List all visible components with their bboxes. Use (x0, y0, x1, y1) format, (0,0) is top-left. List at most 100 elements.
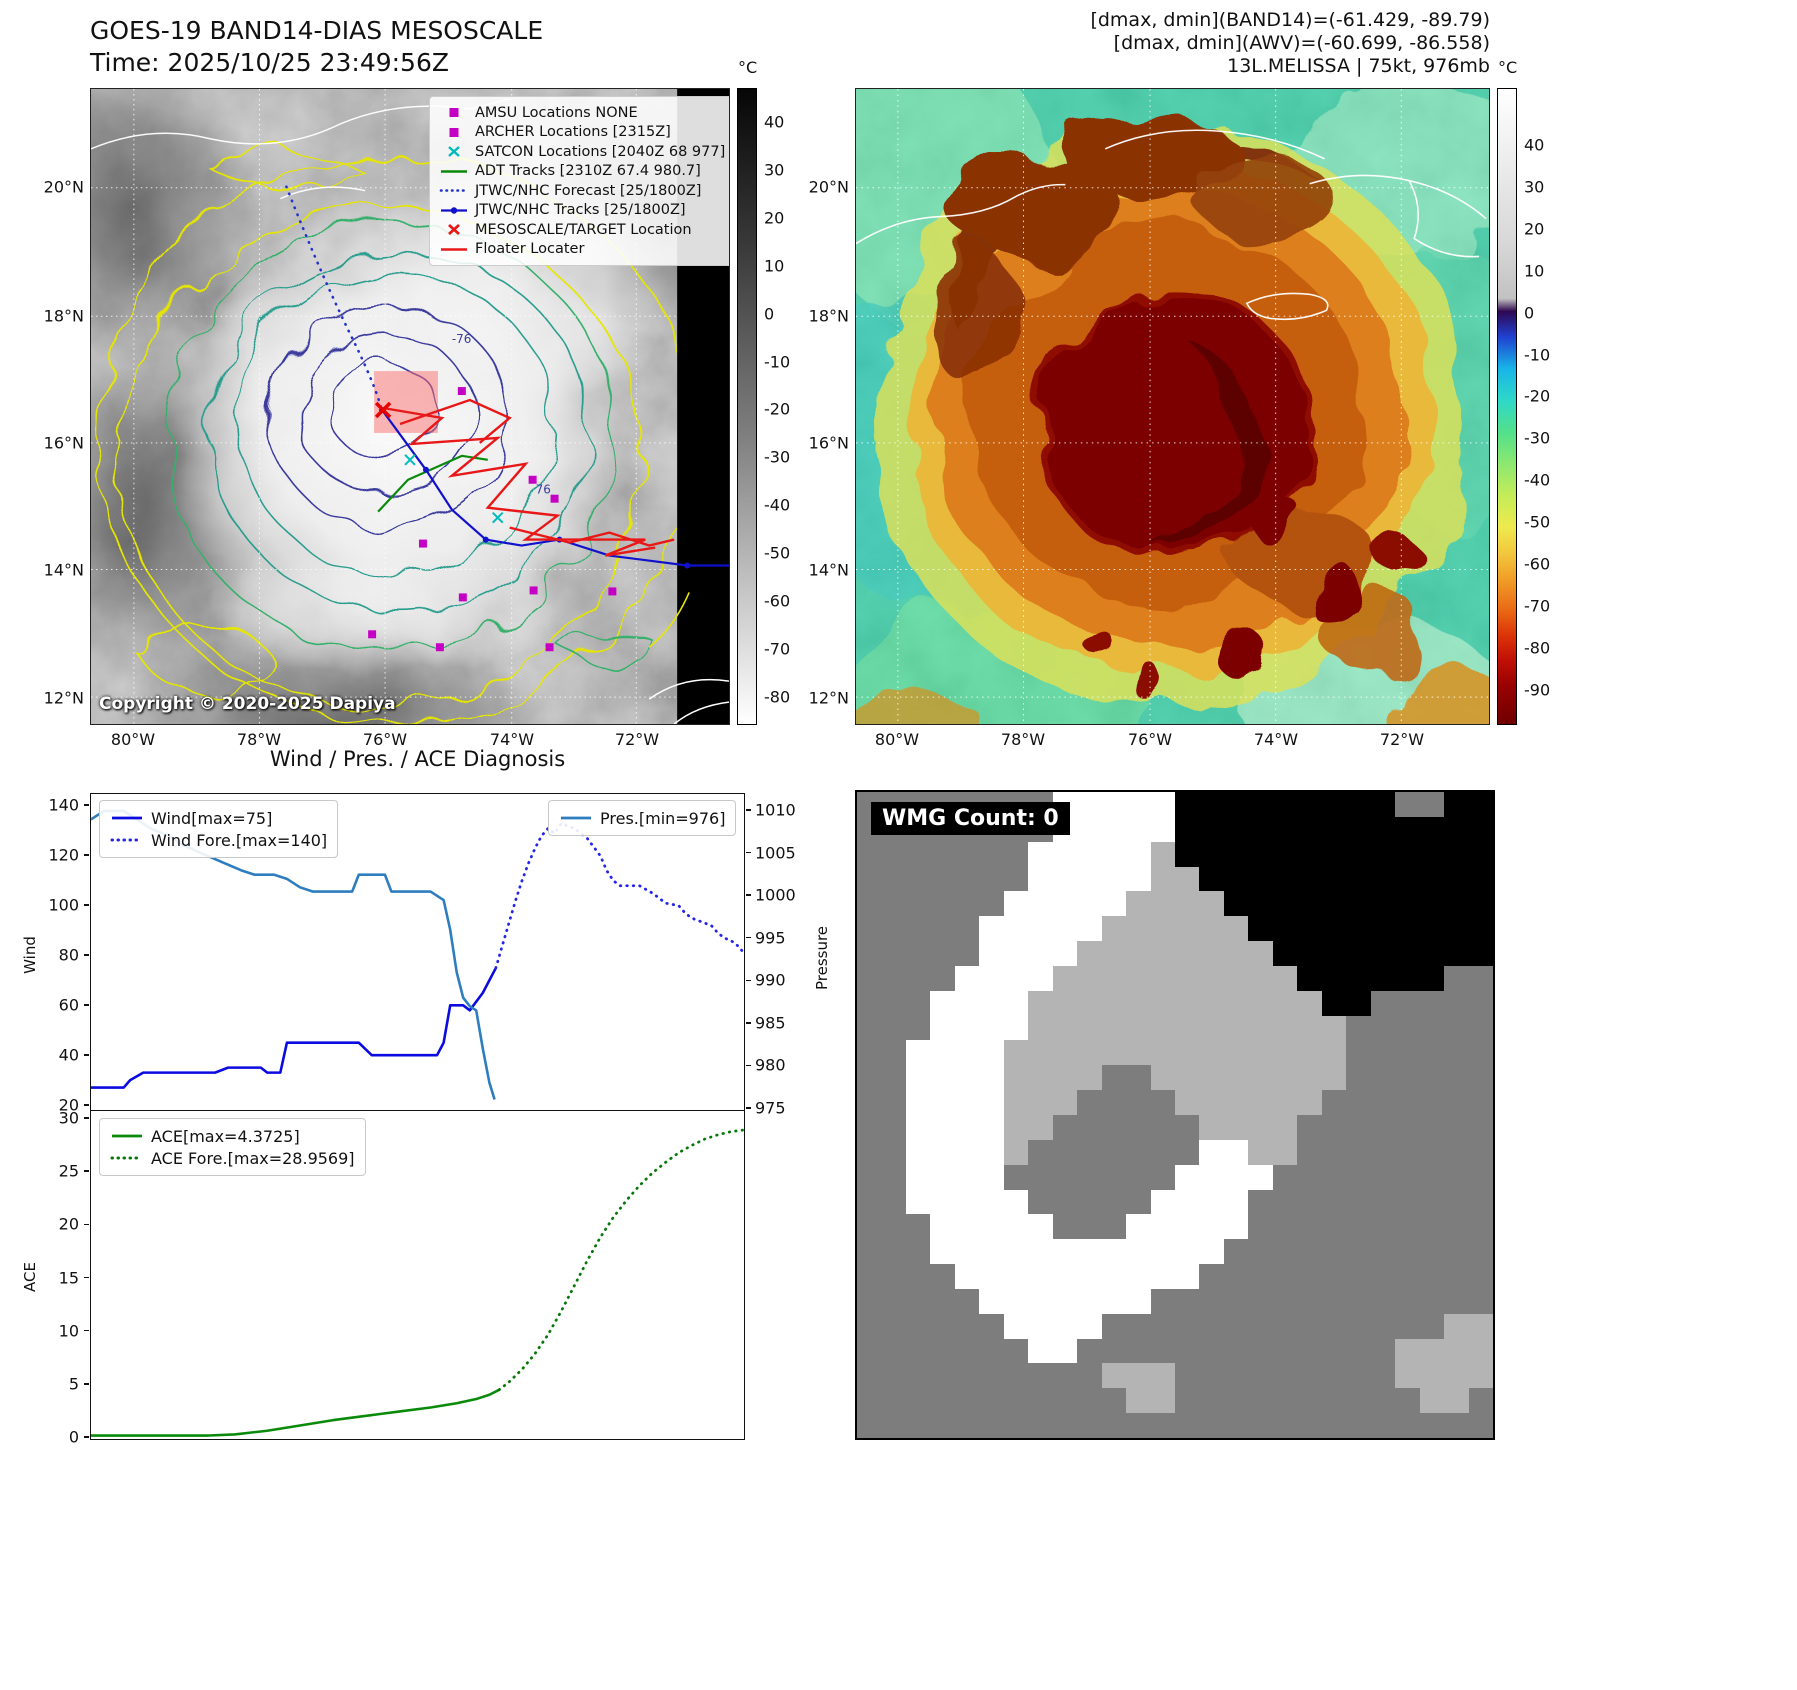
wmg-cell (1297, 1413, 1322, 1438)
legend-entry: ACE[max=4.3725] (110, 1125, 355, 1147)
tick-mark (746, 1107, 751, 1109)
wmg-cell (1419, 1239, 1445, 1265)
wmg-cell (1199, 1164, 1224, 1190)
wmg-cell (1248, 990, 1273, 1016)
wmg-cell (1419, 816, 1445, 842)
wmg-cell (1444, 1065, 1469, 1091)
map-legend-entry: Floater Locater (439, 240, 725, 260)
wmg-cell (1199, 1214, 1224, 1240)
lat-tick-label: 12°N (43, 688, 84, 708)
wmg-cell (881, 941, 906, 966)
map-legend-entry: AMSU Locations NONE (439, 103, 725, 123)
wmg-cell (930, 1264, 955, 1289)
wmg-cell (1346, 1239, 1371, 1265)
wmg-cell (905, 1239, 931, 1265)
wmg-cell (1419, 990, 1445, 1016)
wmg-cell (1174, 841, 1200, 867)
wmg-cell (979, 1139, 1004, 1165)
wmg-cell (1468, 1338, 1493, 1364)
wmg-cell (1346, 792, 1371, 817)
ace-tick-label: 30 (58, 1108, 79, 1128)
wmg-cell (1199, 1239, 1224, 1265)
wmg-cell (1174, 1214, 1200, 1240)
wmg-panel: WMG Count: 0 (855, 790, 1495, 1440)
wmg-count-label: WMG Count: 0 (871, 802, 1070, 835)
wmg-cell (1028, 1189, 1053, 1215)
wmg-cell (979, 1388, 1004, 1414)
magenta-square-marker (449, 108, 459, 118)
wmg-cell (1321, 866, 1347, 892)
wmg-cell (1395, 1338, 1420, 1364)
wmg-cell (905, 1164, 931, 1190)
wmg-cell (1150, 1239, 1175, 1265)
wmg-cell (979, 941, 1004, 966)
wmg-cell (1444, 1189, 1469, 1215)
wmg-cell (881, 1015, 906, 1041)
wmg-cell (905, 1264, 931, 1289)
colorbar-tick-label: -50 (764, 543, 791, 563)
tick-mark (84, 804, 89, 806)
colorbar-tick-label: -40 (1524, 470, 1551, 490)
wmg-cell (1248, 1139, 1273, 1165)
map-legend-label: SATCON Locations [2040Z 68 977] (475, 143, 726, 160)
wmg-cell (1444, 1313, 1469, 1339)
wmg-cell (881, 1363, 906, 1389)
wmg-cell (1077, 941, 1102, 966)
wmg-cell (1003, 866, 1029, 892)
wmg-cell (1468, 1090, 1493, 1115)
wmg-cell (1321, 1189, 1347, 1215)
wmg-cell (1297, 866, 1322, 892)
wmg-cell (1248, 792, 1273, 817)
wmg-cell (1223, 1114, 1249, 1140)
wmg-cell (1223, 1338, 1249, 1364)
band14-time: Time: 2025/10/25 23:49:56Z (90, 48, 449, 77)
wmg-cell (1346, 941, 1371, 966)
wind-tick-label: 60 (58, 995, 79, 1015)
wmg-cell (1101, 990, 1127, 1016)
wmg-cell (1150, 1338, 1175, 1364)
wmg-cell (930, 1313, 955, 1339)
lon-tick-label: 74°W (489, 730, 535, 749)
wmg-cell (1126, 1139, 1151, 1165)
map-legend-label: AMSU Locations NONE (475, 104, 638, 121)
wmg-cell (857, 1065, 882, 1091)
wmg-cell (1101, 1413, 1127, 1438)
colorbar-tick-label: -20 (764, 399, 791, 419)
wmg-cell (979, 866, 1004, 892)
wmg-cell (1052, 1139, 1078, 1165)
wmg-cell (1444, 990, 1469, 1016)
wmg-cell (1223, 1264, 1249, 1289)
wmg-cell (1468, 1363, 1493, 1389)
wmg-cell (1248, 1090, 1273, 1115)
lon-tick-label: 74°W (1253, 730, 1299, 749)
wmg-cell (1370, 1040, 1396, 1066)
wmg-cell (1101, 1189, 1127, 1215)
wmg-cell (1419, 1288, 1445, 1314)
wmg-cell (1444, 965, 1469, 991)
ace-tick-label: 5 (68, 1374, 79, 1394)
wmg-cell (930, 1090, 955, 1115)
wmg-cell (881, 1065, 906, 1091)
wmg-cell (1346, 1363, 1371, 1389)
wmg-cell (881, 1239, 906, 1265)
wmg-cell (1077, 816, 1102, 842)
wmg-cell (1395, 816, 1420, 842)
wmg-cell (905, 1114, 931, 1140)
wmg-cell (954, 1288, 980, 1314)
wmg-cell (1174, 816, 1200, 842)
wmg-cell (1052, 1388, 1078, 1414)
wmg-cell (1444, 816, 1469, 842)
wmg-cell (1468, 891, 1493, 917)
lat-tick-label: 20°N (43, 177, 84, 197)
lat-tick-label: 18°N (43, 306, 84, 326)
wmg-cell (1028, 1363, 1053, 1389)
wmg-cell (1003, 965, 1029, 991)
lat-tick-label: 14°N (808, 560, 849, 580)
wmg-cell (1321, 1214, 1347, 1240)
wmg-cell (1468, 1065, 1493, 1091)
wmg-cell (1028, 1388, 1053, 1414)
wmg-cell (857, 916, 882, 942)
wmg-cell (1444, 1139, 1469, 1165)
wmg-cell (1052, 1164, 1078, 1190)
wmg-cell (1468, 916, 1493, 942)
